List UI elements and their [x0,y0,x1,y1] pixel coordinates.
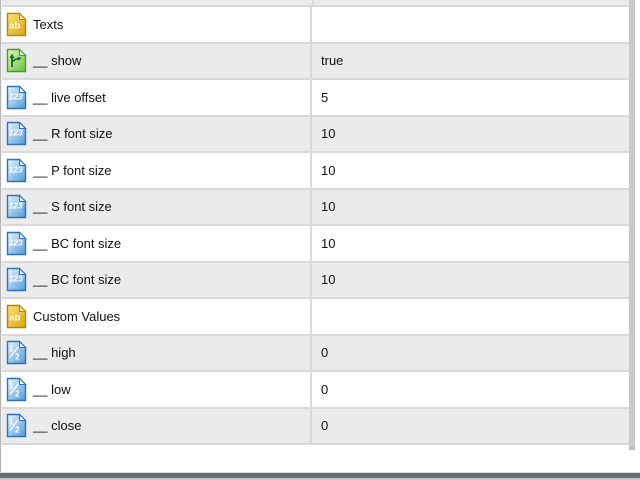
property-label: Custom Values [33,308,121,324]
property-name-cell: __ S font size [2,189,312,224]
integer-icon [6,85,27,110]
property-value-cell[interactable]: 0 [312,409,629,444]
property-row[interactable]: __ low 0 [2,372,629,409]
group-row[interactable]: Custom Values [2,299,629,336]
integer-icon [6,121,27,146]
property-list: Texts __ show true __ live offset 5 __ R… [2,0,629,473]
double-icon [6,413,27,438]
integer-icon [6,231,27,256]
property-label: __ BC font size [33,272,122,288]
property-label: __ close [33,418,82,434]
vertical-scrollbar[interactable] [629,0,635,450]
property-value-cell[interactable] [312,7,629,42]
property-value-cell[interactable]: 5 [312,80,629,115]
property-name-cell: __ low [2,372,312,407]
property-label: __ high [33,345,76,361]
property-value: 10 [321,126,336,142]
property-label: __ live offset [33,89,106,105]
property-row[interactable]: __ P font size 10 [2,153,629,190]
property-value: 10 [321,235,336,251]
column-divider [312,0,314,5]
property-label: __ S font size [33,199,112,215]
bottom-hairline [0,472,640,473]
property-label: __ BC font size [33,235,122,251]
property-label: Texts [33,16,64,32]
property-label: __ R font size [33,126,113,142]
property-value: 0 [321,345,329,361]
property-row[interactable]: __ BC font size 10 [2,226,629,263]
text-group-icon [6,12,27,37]
property-row[interactable]: __ live offset 5 [2,80,629,117]
property-value: 5 [321,89,329,105]
property-name-cell: Texts [2,7,312,42]
property-row[interactable]: __ R font size 10 [2,116,629,153]
integer-icon [6,194,27,219]
scrollbar-end [629,447,635,450]
property-value: 10 [321,272,336,288]
property-rows: Texts __ show true __ live offset 5 __ R… [2,7,629,445]
property-value-cell[interactable]: 10 [312,190,629,225]
list-left-border-highlight [1,0,2,473]
text-group-icon [6,304,27,329]
property-value: 0 [321,381,329,397]
property-name-cell: __ R font size [2,116,312,151]
double-icon [6,340,27,365]
panel-bottom-border [0,473,640,478]
property-name-cell: __ show [2,43,312,78]
boolean-icon [6,48,27,73]
property-value: 10 [321,162,336,178]
property-name-cell: __ BC font size [2,226,312,261]
property-value-cell[interactable]: 10 [312,117,629,152]
property-row[interactable]: __ S font size 10 [2,189,629,226]
property-label: __ low [33,381,71,397]
property-value-cell[interactable]: 10 [312,263,629,298]
property-name-cell: __ live offset [2,80,312,115]
property-name-cell: __ BC font size [2,262,312,297]
property-label: __ show [33,53,82,69]
property-name-cell: __ close [2,408,312,443]
property-value: 10 [321,199,336,215]
property-value-cell[interactable]: 0 [312,336,629,371]
property-value-cell[interactable]: 10 [312,153,629,188]
property-row[interactable]: __ high 0 [2,335,629,372]
group-row[interactable]: Texts [2,7,629,44]
double-icon [6,377,27,402]
panel-bottom-shadow [0,478,640,480]
property-label: __ P font size [33,162,112,178]
property-row[interactable]: __ close 0 [2,408,629,445]
property-name-cell: __ high [2,335,312,370]
integer-icon [6,158,27,183]
property-value: 0 [321,418,329,434]
property-name-cell: __ P font size [2,153,312,188]
property-value-cell[interactable] [312,299,629,334]
property-row[interactable]: __ BC font size 10 [2,262,629,299]
property-value-cell[interactable]: true [312,44,629,79]
property-value-cell[interactable]: 0 [312,372,629,407]
list-left-border [0,0,1,473]
clipped-row-top [2,0,629,7]
property-name-cell: Custom Values [2,299,312,334]
integer-icon [6,267,27,292]
property-value-cell[interactable]: 10 [312,226,629,261]
property-value: true [321,53,344,69]
property-row[interactable]: __ show true [2,43,629,80]
